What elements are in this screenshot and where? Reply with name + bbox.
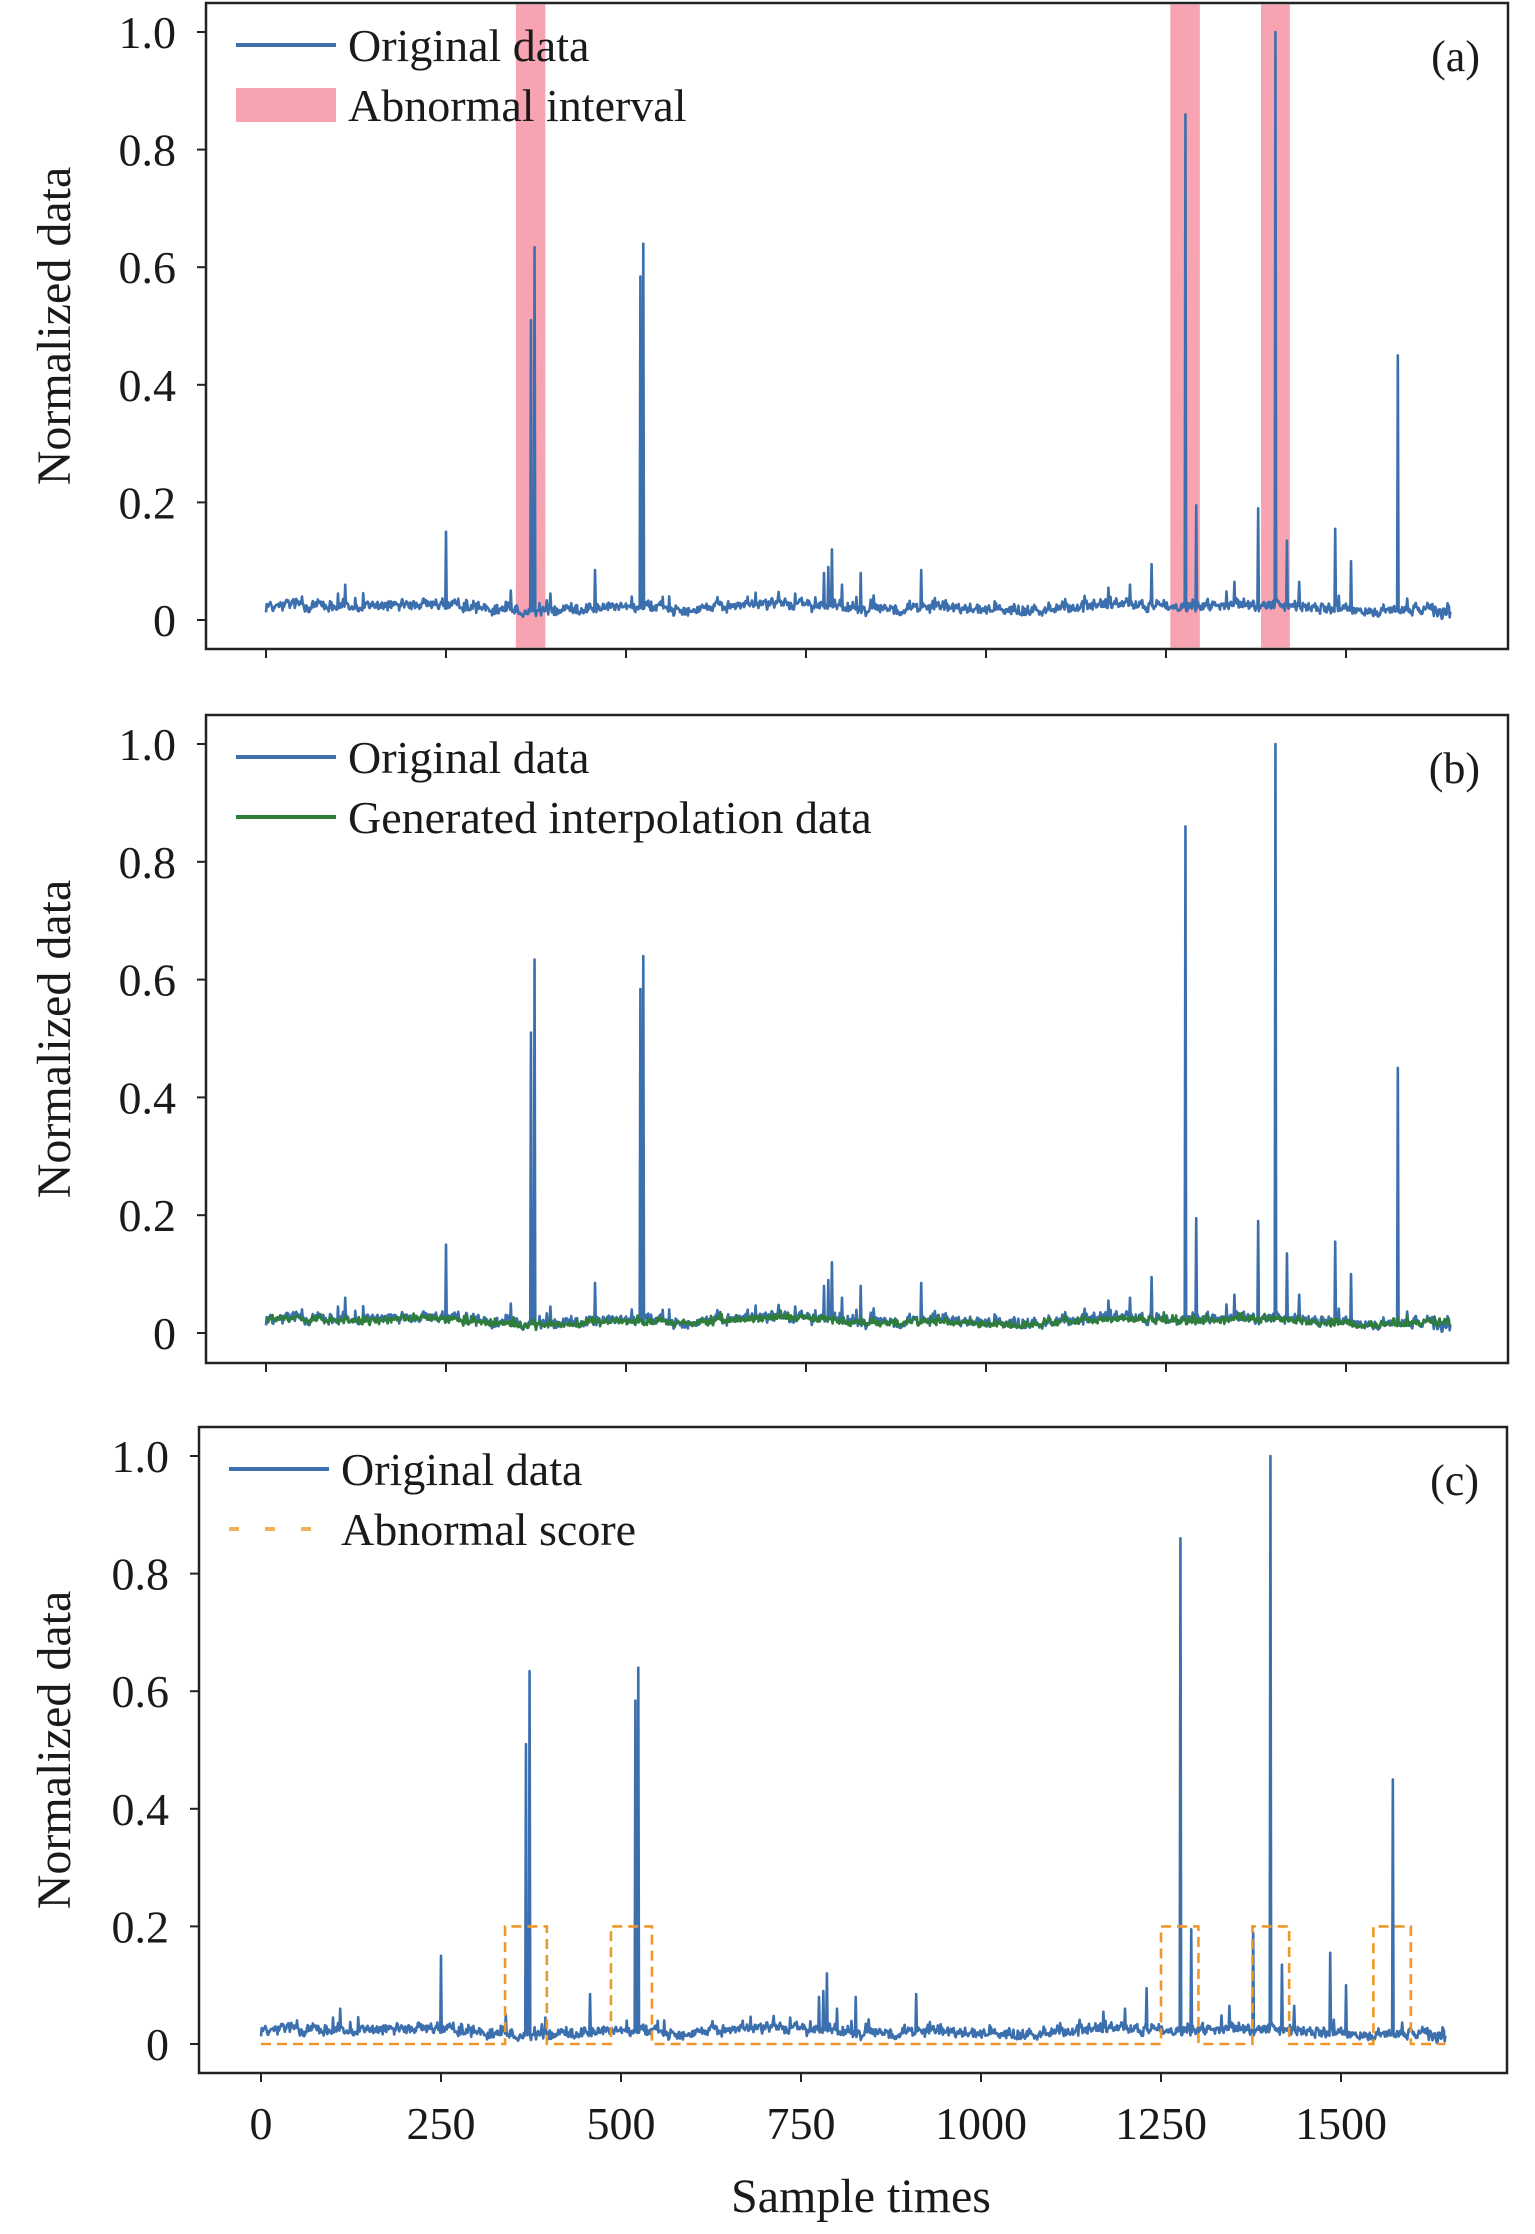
x-tick-label: 250 xyxy=(407,2098,476,2149)
x-tick-label: 1250 xyxy=(1115,2098,1207,2149)
legend-swatch-abnormal-interval xyxy=(236,88,336,122)
legend: Original data Abnormal interval xyxy=(236,20,687,131)
x-tick-label: 750 xyxy=(767,2098,836,2149)
y-tick-label: 0.8 xyxy=(119,125,177,176)
y-tick-label: 0.4 xyxy=(119,1072,177,1123)
y-axis-label: Normalized data xyxy=(28,167,81,486)
series-group xyxy=(264,742,1452,1334)
x-tick-label: 1000 xyxy=(935,2098,1027,2149)
legend-label-abnormal-interval: Abnormal interval xyxy=(348,80,687,131)
legend-label-original: Original data xyxy=(348,732,589,783)
legend: Original data Abnormal score xyxy=(229,1444,636,1555)
legend-label-original: Original data xyxy=(348,20,589,71)
y-tick-label: 0.4 xyxy=(119,360,177,411)
legend-label-original: Original data xyxy=(341,1444,582,1495)
y-tick-label: 1.0 xyxy=(119,719,177,770)
x-ticks: 0 250 500 750 1000 1250 1500 xyxy=(250,2073,1387,2149)
y-tick-label: 0.8 xyxy=(119,837,177,888)
y-ticks: 0 0.2 0.4 0.6 0.8 1.0 xyxy=(119,719,206,1359)
plot-frame xyxy=(204,1,1510,651)
x-tick-label: 1500 xyxy=(1295,2098,1387,2149)
y-tick-label: 0.2 xyxy=(119,1190,177,1241)
y-tick-label: 0.8 xyxy=(112,1549,170,1600)
y-ticks: 0 0.2 0.4 0.6 0.8 1.0 xyxy=(119,7,206,646)
y-tick-label: 0.6 xyxy=(119,242,177,293)
panel-label: (b) xyxy=(1429,744,1480,793)
x-ticks xyxy=(265,649,1347,658)
panel-label: (a) xyxy=(1431,32,1480,81)
series-group xyxy=(259,1454,1447,2046)
y-tick-label: 0.2 xyxy=(119,477,177,528)
y-tick-label: 0 xyxy=(146,2019,169,2070)
y-tick-label: 0.4 xyxy=(112,1784,170,1835)
y-tick-label: 1.0 xyxy=(112,1431,170,1482)
legend-label-generated: Generated interpolation data xyxy=(348,792,872,843)
plot-frame xyxy=(197,1425,1509,2075)
abnormal-score-line xyxy=(261,1925,1446,2046)
series-group xyxy=(264,30,1452,621)
y-axis-label: Normalized data xyxy=(28,880,81,1199)
x-axis-label: Sample times xyxy=(731,2170,991,2223)
y-tick-label: 0 xyxy=(153,595,176,646)
panel-b: 0 0.2 0.4 0.6 0.8 1.0 Normalized data (b) Ori… xyxy=(28,713,1510,1372)
y-tick-label: 0.6 xyxy=(112,1666,170,1717)
x-tick-label: 500 xyxy=(587,2098,656,2149)
y-ticks: 0 0.2 0.4 0.6 0.8 1.0 xyxy=(112,1431,199,2070)
plot-frame xyxy=(204,713,1510,1365)
generated-interpolation-line xyxy=(265,1309,1452,1332)
x-tick-label: 0 xyxy=(250,2098,273,2149)
original-data-line xyxy=(264,30,1452,621)
legend: Original data Generated interpolation da… xyxy=(236,732,872,843)
panel-a: 0 0.2 0.4 0.6 0.8 1.0 Normalized data (a) Ori… xyxy=(28,1,1510,658)
legend-label-abnormal-score: Abnormal score xyxy=(341,1504,636,1555)
y-tick-label: 1.0 xyxy=(119,7,177,58)
y-tick-label: 0.6 xyxy=(119,955,177,1006)
panel-label: (c) xyxy=(1430,1456,1479,1505)
y-axis-label: Normalized data xyxy=(28,1591,81,1910)
panel-c: 00.20.40.60.81.0 0 250 500 750 1000 1250 1500 … xyxy=(28,1425,1509,2223)
original-data-line xyxy=(259,1454,1447,2045)
y-tick-label: 0.2 xyxy=(112,1901,170,1952)
x-ticks xyxy=(265,1363,1347,1372)
y-tick-label: 0 xyxy=(153,1308,176,1359)
